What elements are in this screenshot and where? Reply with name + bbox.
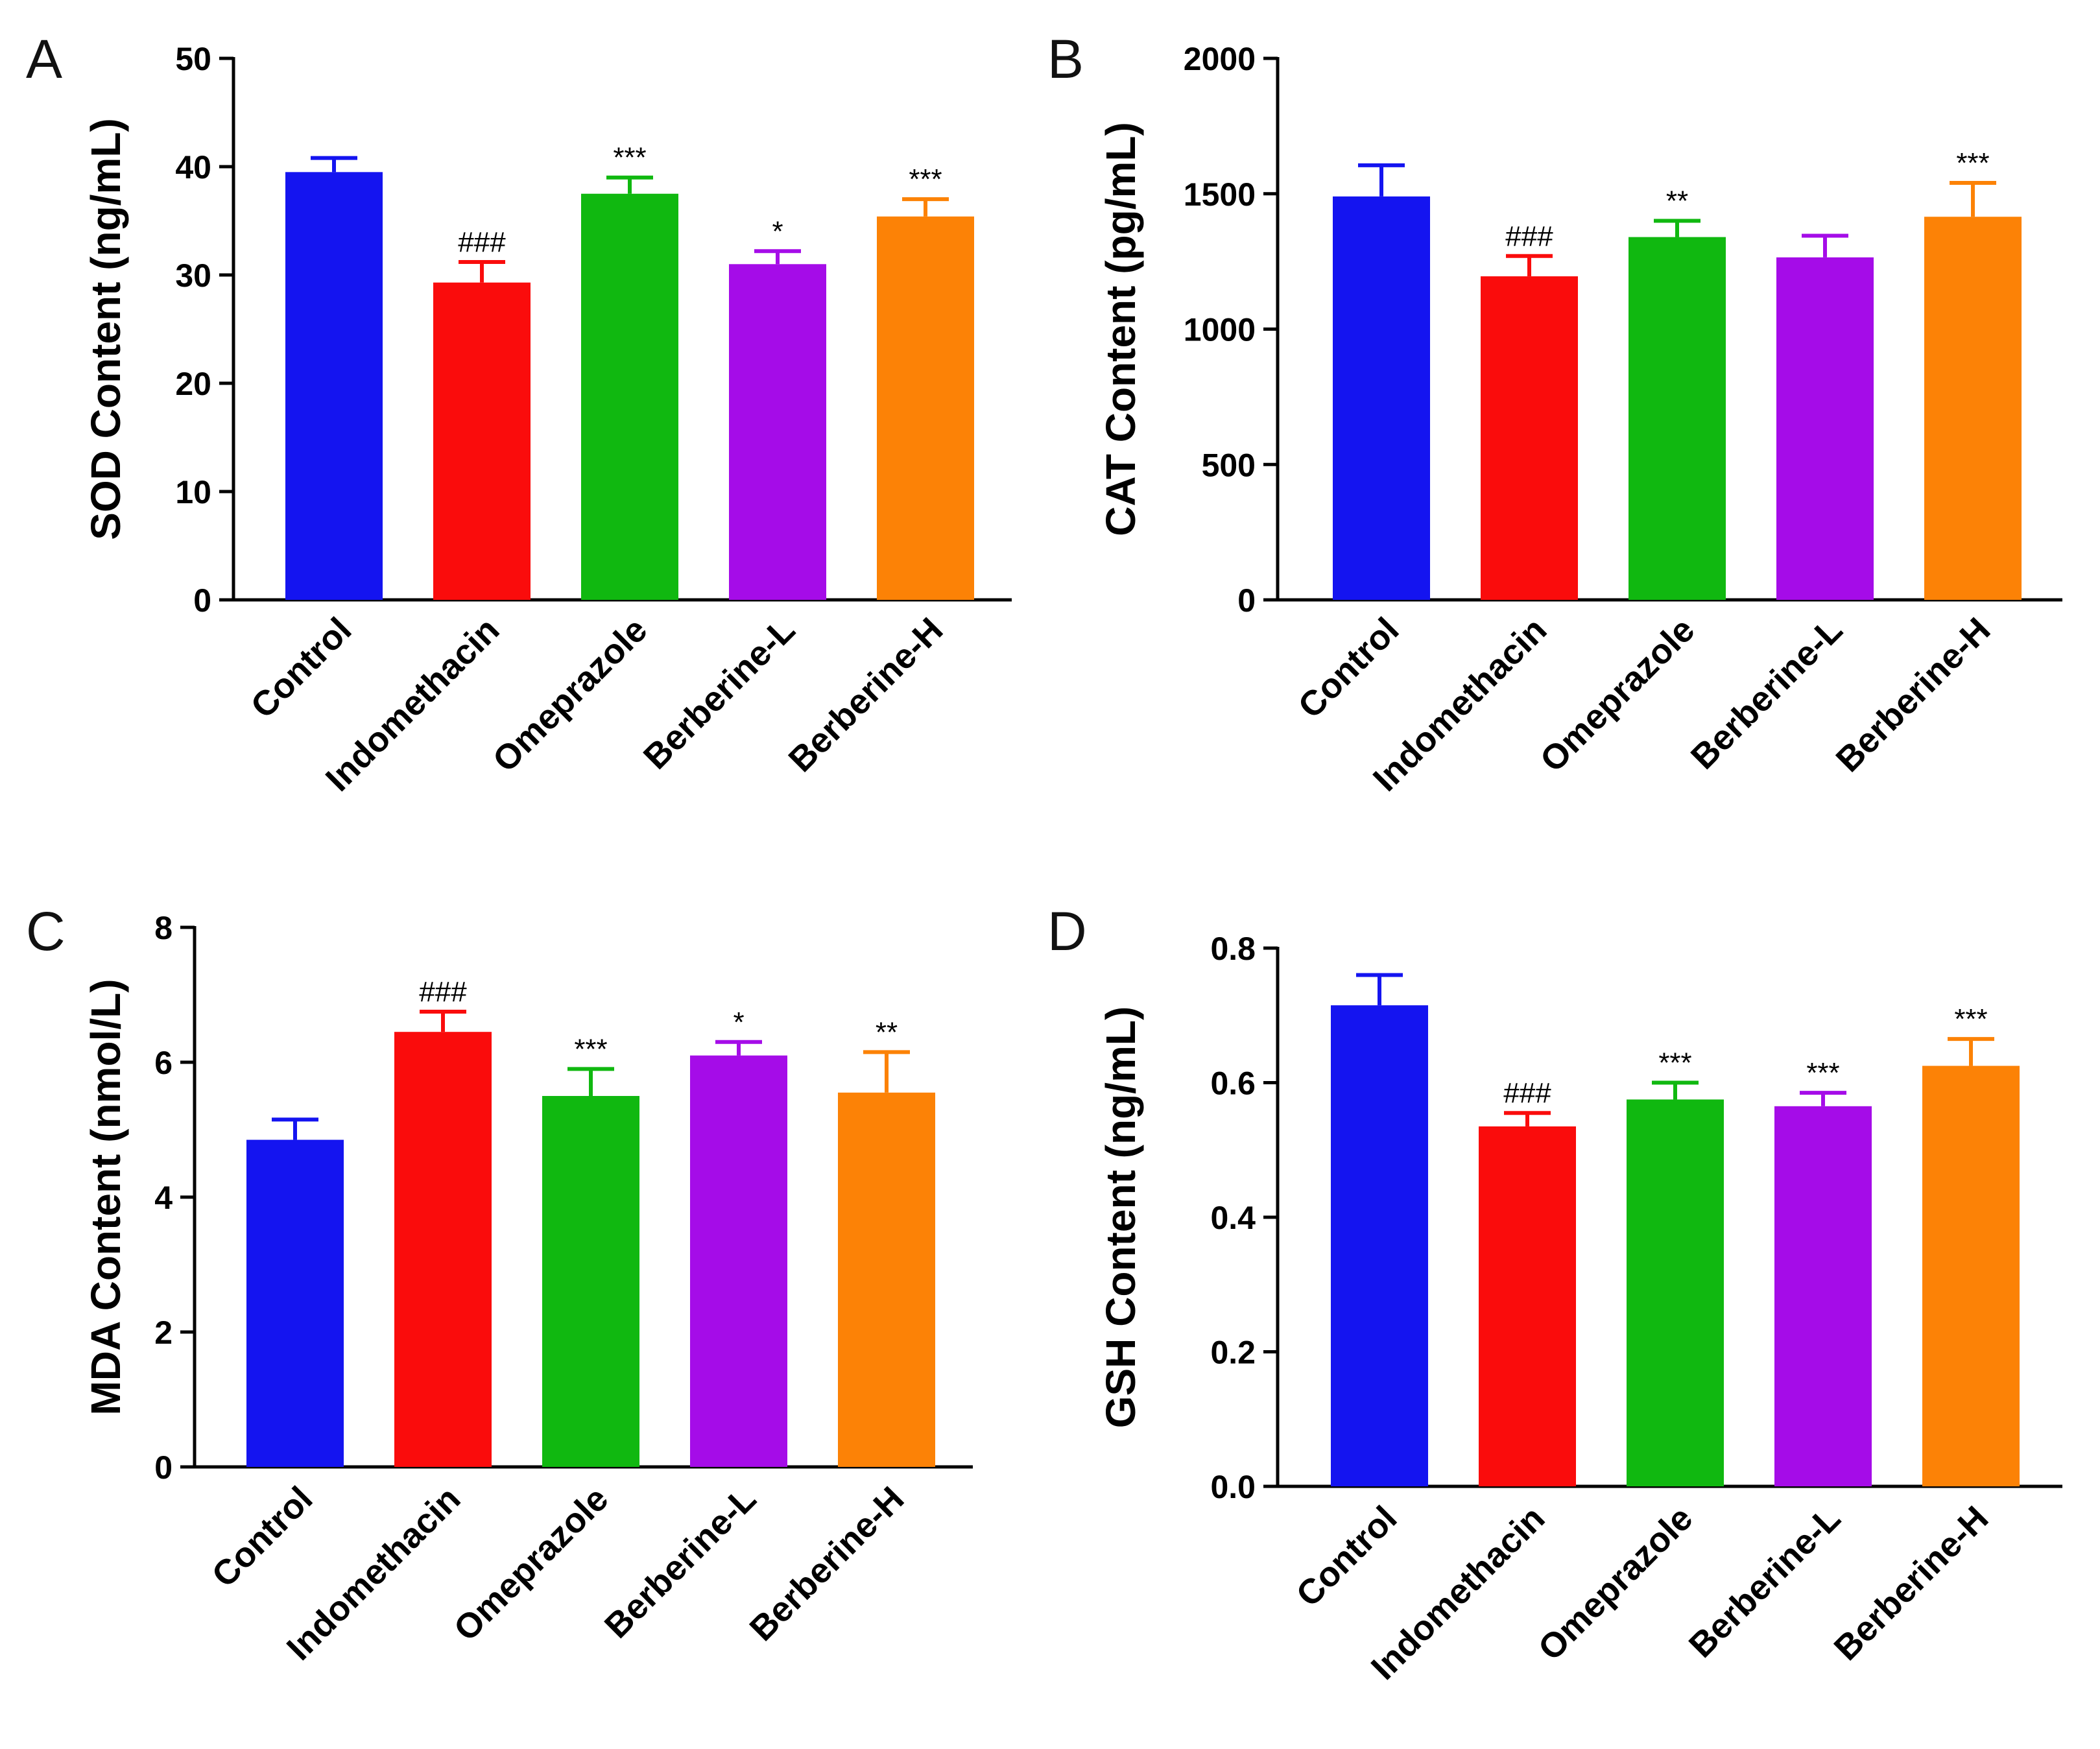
y-tick-label: 0.2 (1210, 1335, 1256, 1371)
category-label-omeprazole: Omeprazole (1531, 1499, 1700, 1668)
category-label-berberine-l: Berberine-L (1682, 1499, 1848, 1665)
category-label-omeprazole: Omeprazole (485, 610, 654, 779)
significance-indomethacin: ### (419, 976, 467, 1008)
category-label-berberine-h: Berberine-H (743, 1479, 912, 1648)
bar-indomethacin (394, 1032, 492, 1467)
panel-letter: C (26, 901, 66, 962)
significance-omeprazole: *** (1658, 1047, 1691, 1079)
category-label-berberine-l: Berberine-L (636, 610, 803, 777)
y-tick-label: 20 (175, 366, 211, 402)
bar-control (246, 1139, 344, 1467)
bar-berberine-l (1774, 1106, 1872, 1486)
bar-control (1331, 1005, 1428, 1486)
bar-omeprazole (1629, 237, 1726, 600)
category-label-control: Control (243, 610, 359, 726)
significance-berberine-h: ** (876, 1016, 898, 1048)
y-tick-label: 0.4 (1210, 1200, 1256, 1236)
y-tick-label: 500 (1202, 447, 1256, 483)
panel-letter: B (1047, 29, 1084, 89)
bar-berberine-l (1776, 257, 1874, 600)
y-axis-title: CAT Content (pg/mL) (1097, 122, 1144, 536)
category-label-berberine-h: Berberine-H (1829, 610, 1998, 779)
significance-berberine-h: *** (1954, 1003, 1987, 1035)
bar-omeprazole (1627, 1099, 1724, 1486)
category-label-control: Control (1289, 1499, 1404, 1614)
significance-berberine-h: *** (1956, 147, 1989, 179)
y-tick-label: 0 (154, 1449, 173, 1486)
y-tick-label: 50 (175, 41, 211, 77)
category-label-omeprazole: Omeprazole (1533, 610, 1702, 779)
y-tick-label: 2000 (1184, 41, 1256, 77)
panel-letter: A (26, 29, 62, 89)
panel-a: A 0 10 20 30 40 50 SOD Content (ng/mL) Control ##… (26, 29, 1012, 799)
panel-b: B 0 500 1000 1500 2000 CAT Content (pg/mL) Cont… (1047, 29, 2062, 799)
y-tick-label: 4 (154, 1180, 173, 1216)
y-tick-label: 6 (154, 1045, 173, 1081)
y-tick-label: 0.0 (1210, 1469, 1256, 1505)
bar-berberine-l (729, 264, 826, 600)
panel-d: D 0.0 0.2 0.4 0.6 0.8 GSH Content (ng/mL) Contr… (1047, 901, 2062, 1687)
y-tick-label: 8 (154, 910, 173, 946)
significance-indomethacin: ### (1503, 1077, 1551, 1109)
bar-control (285, 172, 383, 601)
y-tick-label: 0.8 (1210, 931, 1256, 967)
bar-berberine-h (1922, 1065, 2020, 1486)
significance-omeprazole: ** (1666, 185, 1688, 217)
category-label-omeprazole: Omeprazole (446, 1479, 615, 1648)
category-label-control: Control (1291, 610, 1406, 726)
y-tick-label: 30 (175, 257, 211, 294)
category-label-berberine-l: Berberine-L (597, 1479, 764, 1646)
significance-omeprazole: *** (613, 142, 646, 174)
category-label-berberine-l: Berberine-L (1684, 610, 1850, 777)
bar-indomethacin (433, 282, 531, 600)
y-tick-label: 0 (193, 582, 211, 619)
bar-indomethacin (1479, 1126, 1576, 1486)
y-tick-label: 1500 (1184, 176, 1256, 213)
category-label-control: Control (204, 1479, 320, 1595)
significance-berberine-h: *** (909, 163, 942, 195)
bar-omeprazole (581, 193, 678, 600)
significance-berberine-l: * (733, 1006, 744, 1038)
y-axis-title: GSH Content (ng/mL) (1097, 1006, 1144, 1429)
y-tick-label: 40 (175, 149, 211, 185)
y-tick-label: 0.6 (1210, 1065, 1256, 1102)
bar-berberine-h (877, 216, 974, 600)
y-tick-label: 1000 (1184, 312, 1256, 348)
bar-berberine-l (690, 1055, 787, 1467)
bar-berberine-h (838, 1092, 935, 1467)
significance-indomethacin: ### (458, 226, 506, 258)
y-axis-title: MDA Content (nmol/L) (82, 979, 129, 1415)
significance-omeprazole: *** (574, 1033, 607, 1065)
bar-berberine-h (1924, 217, 2022, 600)
significance-berberine-l: *** (1806, 1057, 1839, 1089)
significance-indomethacin: ### (1505, 220, 1553, 252)
y-tick-label: 0 (1237, 582, 1256, 619)
bar-control (1333, 196, 1430, 600)
significance-berberine-l: * (772, 215, 783, 247)
category-label-berberine-h: Berberine-H (782, 610, 951, 779)
y-tick-label: 10 (175, 474, 211, 510)
bar-omeprazole (542, 1096, 639, 1467)
panel-letter: D (1047, 901, 1087, 962)
y-tick-label: 2 (154, 1315, 173, 1351)
category-label-berberine-h: Berberine-H (1827, 1499, 1996, 1668)
y-axis-title: SOD Content (ng/mL) (82, 118, 129, 540)
bar-indomethacin (1481, 276, 1578, 600)
